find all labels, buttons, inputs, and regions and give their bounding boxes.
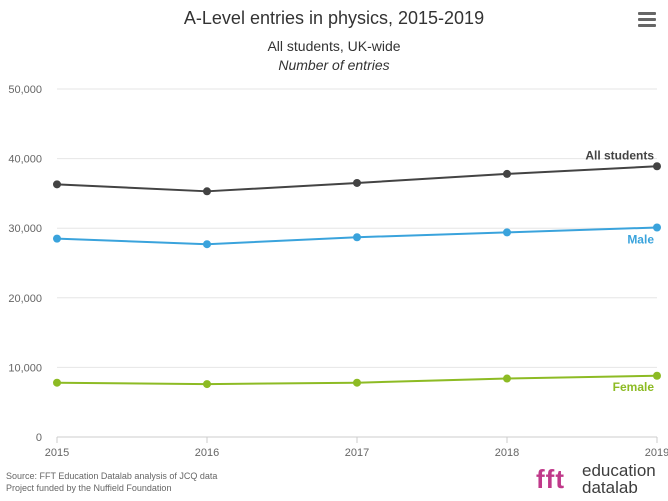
- chart-subtitle: All students, UK-wide Number of entries: [0, 37, 668, 75]
- data-point: [353, 178, 361, 187]
- hamburger-menu-icon[interactable]: [638, 12, 656, 30]
- data-point: [203, 240, 211, 249]
- data-point: [653, 162, 661, 171]
- logo-line-2: datalab: [582, 478, 638, 497]
- x-tick-label: 2019: [645, 447, 668, 459]
- data-point: [203, 187, 211, 196]
- y-tick-label: 50,000: [8, 84, 42, 96]
- subtitle-line-1: All students, UK-wide: [267, 38, 401, 54]
- series-label: All students: [585, 148, 654, 162]
- y-tick-label: 0: [36, 432, 42, 444]
- x-tick-label: 2015: [45, 447, 69, 459]
- logo-text: education datalab: [582, 462, 656, 496]
- education-datalab-logo: fft education datalab: [536, 462, 664, 498]
- x-tick-label: 2016: [195, 447, 219, 459]
- data-point: [503, 374, 511, 383]
- data-point: [503, 169, 511, 178]
- data-point: [503, 228, 511, 237]
- subtitle-line-2: Number of entries: [278, 57, 390, 73]
- series-label: Female: [613, 380, 655, 394]
- data-point: [53, 378, 61, 387]
- y-tick-label: 30,000: [8, 223, 42, 235]
- data-point: [353, 378, 361, 387]
- chart-title: A-Level entries in physics, 2015-2019: [183, 8, 485, 28]
- data-point: [353, 233, 361, 242]
- data-point: [53, 234, 61, 243]
- source-note: Source: FFT Education Datalab analysis o…: [6, 471, 218, 481]
- logo-line-1: education: [582, 461, 656, 480]
- funding-note: Project funded by the Nuffield Foundatio…: [6, 483, 172, 493]
- footer: Source: FFT Education Datalab analysis o…: [6, 470, 217, 494]
- data-point: [53, 180, 61, 189]
- x-tick-label: 2018: [495, 447, 519, 459]
- data-point: [203, 380, 211, 389]
- y-tick-label: 40,000: [8, 154, 42, 166]
- x-tick-label: 2017: [345, 447, 369, 459]
- y-tick-label: 10,000: [8, 362, 42, 374]
- data-point: [653, 223, 661, 232]
- series-line: [56, 165, 658, 193]
- data-point: [653, 371, 661, 380]
- y-tick-label: 20,000: [8, 293, 42, 305]
- series-label: Male: [627, 233, 654, 247]
- logo-mark: fft: [536, 464, 565, 494]
